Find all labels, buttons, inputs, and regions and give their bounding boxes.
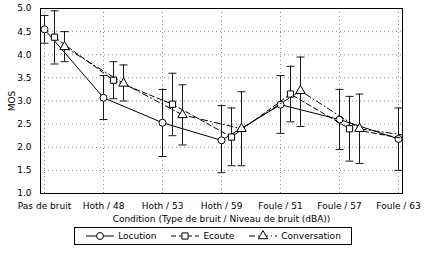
svg-text:Foule / 57: Foule / 57 — [317, 201, 361, 211]
svg-text:Hoth / 53: Hoth / 53 — [142, 201, 184, 211]
svg-text:3.5: 3.5 — [17, 73, 31, 83]
svg-text:5.0: 5.0 — [17, 3, 32, 13]
svg-text:3.0: 3.0 — [17, 96, 32, 106]
svg-text:Condition (Type de bruit / Niv: Condition (Type de bruit / Niveau de bru… — [113, 214, 331, 224]
svg-text:1.5: 1.5 — [17, 165, 31, 175]
html-text:Conversation: Conversation — [281, 231, 341, 241]
svg-text:Foule / 51: Foule / 51 — [258, 201, 302, 211]
html-text:Ecoute: Ecoute — [203, 231, 235, 241]
svg-text:2.5: 2.5 — [17, 119, 31, 129]
svg-text:2.0: 2.0 — [17, 142, 32, 152]
svg-text:Pas de bruit: Pas de bruit — [18, 201, 72, 211]
svg-text:MOS: MOS — [7, 90, 17, 111]
svg-text:Hoth / 59: Hoth / 59 — [201, 201, 243, 211]
svg-text:1.0: 1.0 — [17, 188, 32, 198]
html-text:Locution: Locution — [118, 231, 157, 241]
svg-text:4.0: 4.0 — [17, 50, 32, 60]
svg-text:Foule / 63: Foule / 63 — [376, 201, 420, 211]
svg-text:Hoth / 48: Hoth / 48 — [83, 201, 125, 211]
svg-text:4.5: 4.5 — [17, 27, 31, 37]
